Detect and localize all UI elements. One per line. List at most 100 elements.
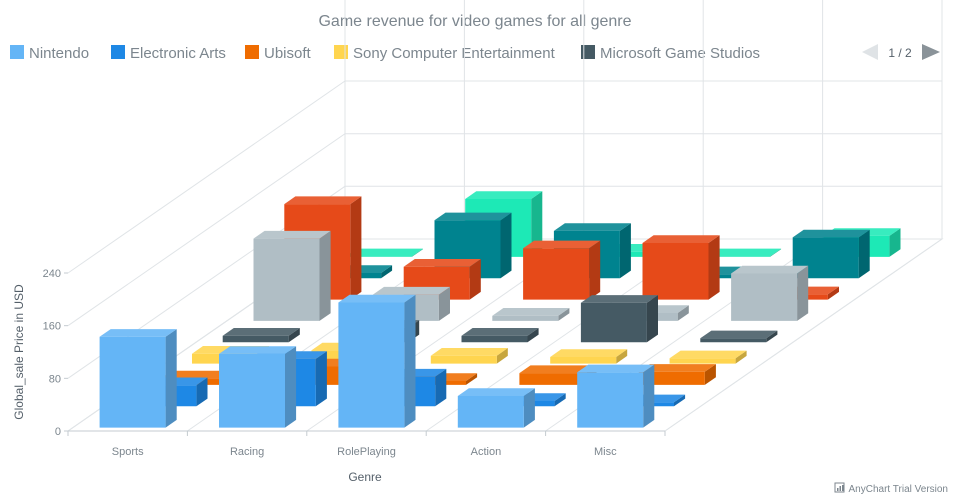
- bar-top: [731, 265, 809, 274]
- bar-top: [580, 295, 658, 303]
- bar-side: [589, 240, 601, 300]
- bar-side: [381, 265, 393, 279]
- bar-side: [319, 230, 331, 321]
- bar-top: [284, 196, 362, 205]
- bar-side: [527, 328, 539, 343]
- bar-side: [404, 294, 416, 428]
- bar-top: [461, 328, 539, 336]
- bar[interactable]: [253, 230, 331, 321]
- bar-top: [704, 248, 782, 257]
- y-tick-label: 80: [49, 373, 61, 385]
- grid-line-horizontal: [67, 133, 942, 327]
- bar-side: [315, 351, 327, 407]
- legend-swatch: [111, 45, 125, 59]
- bar-side: [523, 388, 535, 428]
- bar[interactable]: [792, 229, 870, 279]
- bar[interactable]: [523, 240, 601, 300]
- bar[interactable]: [700, 330, 778, 343]
- legend-item[interactable]: Ubisoft: [245, 45, 312, 62]
- x-tick-label: Sports: [112, 446, 144, 458]
- x-tick-label: Action: [471, 446, 502, 458]
- legend-item[interactable]: Sony Computer Entertainment: [334, 45, 556, 62]
- bar-side: [196, 377, 208, 407]
- bar-front: [550, 357, 617, 364]
- bar[interactable]: [704, 248, 782, 257]
- bar[interactable]: [577, 364, 655, 428]
- bar-front: [461, 335, 528, 343]
- bar-front: [457, 396, 524, 428]
- bar-side: [466, 373, 478, 385]
- bar-top: [492, 308, 570, 316]
- bar-top: [222, 328, 300, 336]
- bar-side: [704, 364, 716, 385]
- pager-text: 1 / 2: [888, 46, 912, 60]
- bar[interactable]: [492, 308, 570, 321]
- bar-front: [99, 336, 166, 428]
- bar-front: [219, 353, 285, 428]
- bar[interactable]: [430, 348, 508, 364]
- bar[interactable]: [669, 350, 747, 364]
- bars: [99, 191, 901, 428]
- bar[interactable]: [461, 328, 539, 343]
- pager-next-button[interactable]: [922, 44, 940, 60]
- bar-front: [222, 335, 289, 343]
- legend-item[interactable]: Electronic Arts: [111, 45, 226, 62]
- bar-top: [669, 350, 747, 359]
- bar[interactable]: [580, 295, 658, 343]
- bar-front: [700, 338, 767, 343]
- bar[interactable]: [638, 364, 716, 385]
- legend-label: Ubisoft: [264, 45, 312, 62]
- bar-top: [700, 330, 778, 339]
- pager-prev-button[interactable]: [862, 44, 878, 60]
- bar-side: [797, 265, 809, 321]
- bar-side: [469, 259, 481, 300]
- bar[interactable]: [550, 349, 628, 364]
- bar-front: [519, 373, 586, 385]
- y-tick-label: 160: [43, 321, 61, 333]
- bar-front: [669, 358, 736, 364]
- bar[interactable]: [219, 346, 297, 428]
- bar[interactable]: [222, 328, 300, 343]
- grid-line-horizontal: [67, 80, 942, 274]
- bar[interactable]: [642, 235, 720, 300]
- bar-top: [550, 349, 628, 357]
- x-tick-label: RolePlaying: [337, 446, 396, 458]
- bar-side: [643, 364, 655, 428]
- bar[interactable]: [731, 265, 809, 321]
- x-tick-label: Racing: [230, 446, 264, 458]
- bar[interactable]: [99, 329, 177, 428]
- bar-top: [434, 212, 512, 221]
- bar-side: [435, 368, 447, 407]
- bar-front: [642, 243, 709, 300]
- bar-front: [345, 256, 412, 257]
- bar-top: [457, 388, 535, 396]
- legend-item[interactable]: Microsoft Game Studios: [581, 45, 760, 62]
- bar-top: [523, 240, 601, 249]
- bar-side: [858, 229, 870, 279]
- legend-item[interactable]: Nintendo: [10, 45, 89, 62]
- bar-top: [99, 329, 177, 337]
- bar-top: [219, 346, 297, 354]
- bar-front: [792, 237, 859, 279]
- x-tick-label: Misc: [594, 446, 617, 458]
- bar[interactable]: [338, 294, 416, 428]
- bar-side: [677, 305, 689, 321]
- bar-front: [253, 238, 320, 321]
- chart-title: Game revenue for video games for all gen…: [318, 13, 631, 30]
- bar-top: [792, 229, 870, 238]
- bar-top: [430, 348, 508, 356]
- bar[interactable]: [345, 248, 423, 257]
- bar-top: [403, 259, 481, 267]
- bar[interactable]: [457, 388, 535, 428]
- bar-side: [285, 346, 297, 428]
- bar-side: [889, 228, 901, 257]
- bar-top: [519, 365, 597, 374]
- bar-side: [827, 286, 839, 300]
- legend-swatch: [334, 45, 348, 59]
- bar-side: [496, 348, 508, 364]
- bar-side: [708, 235, 720, 300]
- bar-side: [350, 196, 362, 300]
- legend: Nintendo Electronic Arts Ubisoft Sony Compu…: [10, 45, 760, 62]
- bar-top: [345, 248, 423, 257]
- bar-top: [638, 364, 716, 372]
